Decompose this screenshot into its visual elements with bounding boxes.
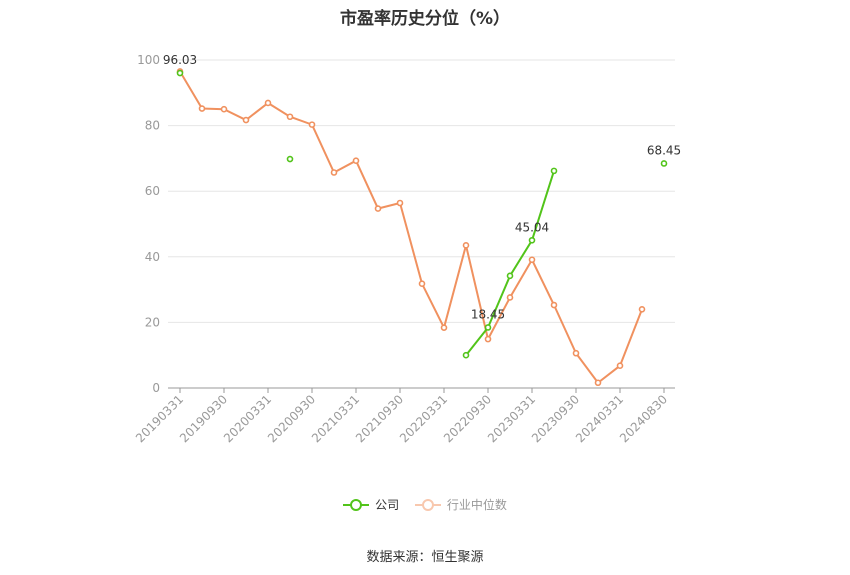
data-label: 18.45 — [471, 307, 505, 321]
y-tick-label: 0 — [152, 381, 160, 395]
company-point — [660, 160, 668, 167]
series-lines — [179, 70, 643, 385]
industry-median-point — [286, 113, 294, 121]
data-label: 68.45 — [647, 143, 681, 157]
company-point — [286, 155, 294, 163]
y-tick-label: 100 — [137, 53, 160, 67]
industry-median-point — [616, 362, 624, 369]
x-axis: 2019033120190930202003312020093020210331… — [133, 387, 675, 445]
industry-median-point — [264, 99, 272, 107]
industry-median-point — [198, 105, 206, 112]
legend-marker-industry-median — [414, 498, 441, 512]
legend-item-industry-median[interactable]: 行业中位数 — [414, 496, 507, 513]
company-point — [176, 69, 184, 77]
industry-median-point — [418, 280, 426, 287]
grid-lines — [168, 59, 675, 323]
legend-marker-company — [343, 498, 370, 512]
industry-median-point — [594, 379, 602, 387]
y-tick-label: 20 — [145, 315, 160, 329]
series-points — [176, 68, 668, 387]
industry-median-point — [330, 169, 338, 176]
y-tick-label: 40 — [145, 250, 160, 264]
industry-median-point — [308, 121, 316, 128]
company-point — [506, 272, 514, 280]
data-label: 96.03 — [163, 53, 197, 67]
y-axis: 0 20 40 60 80 100 — [137, 53, 160, 395]
industry-median-point — [220, 105, 228, 113]
chart-title: 市盈率历史分位（%） — [339, 9, 511, 29]
company-point — [550, 167, 558, 175]
company-point — [462, 351, 470, 359]
industry-median-point — [506, 294, 514, 301]
data-label: 45.04 — [515, 220, 549, 234]
legend: 公司 行业中位数 — [0, 496, 850, 515]
industry-median-point — [352, 157, 360, 164]
industry-median-point — [528, 256, 536, 264]
industry-median-point — [440, 324, 448, 331]
industry-median-point — [462, 242, 470, 249]
company-point — [484, 324, 492, 331]
data-labels: 96.03 18.45 45.04 68.45 — [163, 53, 681, 321]
industry-median-point — [242, 116, 250, 124]
industry-median-point — [572, 349, 580, 357]
data-source: 数据来源：恒生聚源 — [366, 550, 484, 565]
legend-item-company[interactable]: 公司 — [343, 496, 399, 513]
company-point — [528, 236, 536, 244]
pe-percentile-chart: 0 20 40 60 80 100 201903312019093020200331202… — [133, 53, 681, 445]
industry-median-point — [638, 305, 646, 313]
legend-label-company: 公司 — [375, 498, 400, 512]
company-line — [465, 170, 555, 356]
y-tick-label: 80 — [145, 119, 160, 133]
y-tick-label: 60 — [145, 184, 160, 198]
industry-median-point — [396, 199, 404, 207]
x-tick-label: 20240830 — [617, 392, 670, 445]
industry-median-point — [484, 335, 492, 343]
industry-median-point — [374, 205, 382, 212]
industry-median-line — [179, 70, 643, 385]
industry-median-point — [550, 301, 558, 309]
legend-label-industry-median: 行业中位数 — [446, 498, 507, 512]
